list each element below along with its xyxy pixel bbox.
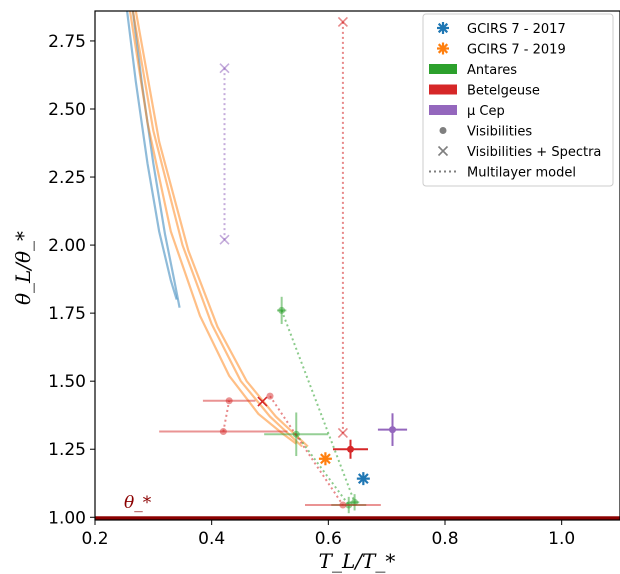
x-tick-label: 1.0: [548, 529, 575, 549]
gcirs-7-2019-model-curve: [128, 11, 297, 445]
legend-entry: Betelgeuse: [429, 84, 540, 99]
betelgeuse-model-link: [269, 395, 344, 506]
antares-model-link: [280, 310, 356, 503]
legend-box: [422, 13, 614, 187]
plot-frame: [94, 10, 620, 521]
legend-entry: GCIRS 7 - 2017: [437, 22, 566, 37]
legend-label: μ Cep: [467, 104, 505, 119]
y-tick-label: 1.00: [48, 508, 86, 528]
legend-x-icon: [437, 145, 449, 157]
legend-patch-icon: [429, 64, 457, 74]
x-tick-label: 0.2: [81, 529, 108, 549]
legend-dot-icon: [439, 127, 447, 134]
tick-labels: 0.2 0.4 0.6 0.8 1.0 1.00 1.25 1.50 1.75 2.00 2.25 2…: [48, 32, 575, 549]
betelgeuse-point-x: [337, 16, 348, 27]
legend-asterisk-icon: [437, 42, 449, 55]
gcirs-7-2017-model-curve: [125, 11, 178, 300]
betelgeuse-point: [339, 501, 347, 509]
betelgeuse-point-x: [337, 427, 348, 438]
-cep-point-x: [219, 234, 230, 245]
y-tick-label: 2.75: [48, 32, 86, 52]
betelgeuse-point: [219, 428, 227, 436]
legend-entry: Antares: [429, 63, 517, 78]
gcirs-7-2017-point-asterisk: [356, 472, 370, 486]
legend-asterisk-icon: [437, 22, 449, 34]
legend-patch-icon: [429, 84, 457, 95]
legend-patch-icon: [429, 105, 457, 115]
betelgeuse-point: [347, 445, 354, 453]
legend-entry: GCIRS 7 - 2019: [437, 42, 566, 58]
y-tick-label: 2.25: [48, 168, 86, 188]
antares-point: [278, 306, 286, 314]
axes: [90, 10, 620, 525]
legend-label: Visibilities + Spectra: [467, 145, 601, 160]
legend-label: Visibilities: [467, 125, 532, 140]
-cep-point: [389, 426, 396, 434]
legend-entry: Multilayer model: [429, 166, 576, 181]
y-tick-label: 2.50: [48, 100, 86, 120]
legend-label: Antares: [467, 63, 517, 78]
plot-area: [95, 11, 620, 520]
legend-label: Multilayer model: [467, 166, 576, 181]
legend-entry: Visibilities + Spectra: [437, 145, 601, 160]
y-tick-label: 1.75: [48, 304, 86, 324]
legend-label: Betelgeuse: [467, 84, 540, 99]
x-tick-label: 0.4: [198, 529, 225, 549]
y-tick-label: 1.50: [48, 372, 86, 392]
legend-entry: μ Cep: [429, 104, 505, 119]
y-tick-label: 2.00: [48, 236, 86, 256]
x-tick-label: 0.8: [431, 529, 458, 549]
y-tick-label: 1.25: [48, 440, 86, 460]
y-axis-label: θ_L/θ_*: [11, 231, 35, 305]
legend-label: GCIRS 7 - 2019: [467, 43, 566, 58]
betelgeuse-point: [225, 397, 233, 405]
legend-label: GCIRS 7 - 2017: [467, 22, 566, 37]
betelgeuse-model-link: [222, 400, 231, 432]
gcirs-7-2019-point-asterisk: [318, 452, 332, 466]
x-tick-label: 0.6: [315, 529, 342, 549]
-cep-point-x: [219, 63, 230, 74]
x-axis-label: T_L/T_*: [319, 549, 396, 573]
betelgeuse-point-x: [257, 396, 268, 407]
legend: GCIRS 7 - 2017 GCIRS 7 - 2019 Antares Betel…: [422, 13, 614, 187]
reference-line: [95, 516, 620, 520]
betelgeuse-point: [266, 392, 274, 400]
gcirs-7-2019-model-curve: [134, 11, 309, 448]
reference-line-label: θ_*: [124, 493, 152, 513]
legend-entry: Visibilities: [439, 125, 532, 140]
